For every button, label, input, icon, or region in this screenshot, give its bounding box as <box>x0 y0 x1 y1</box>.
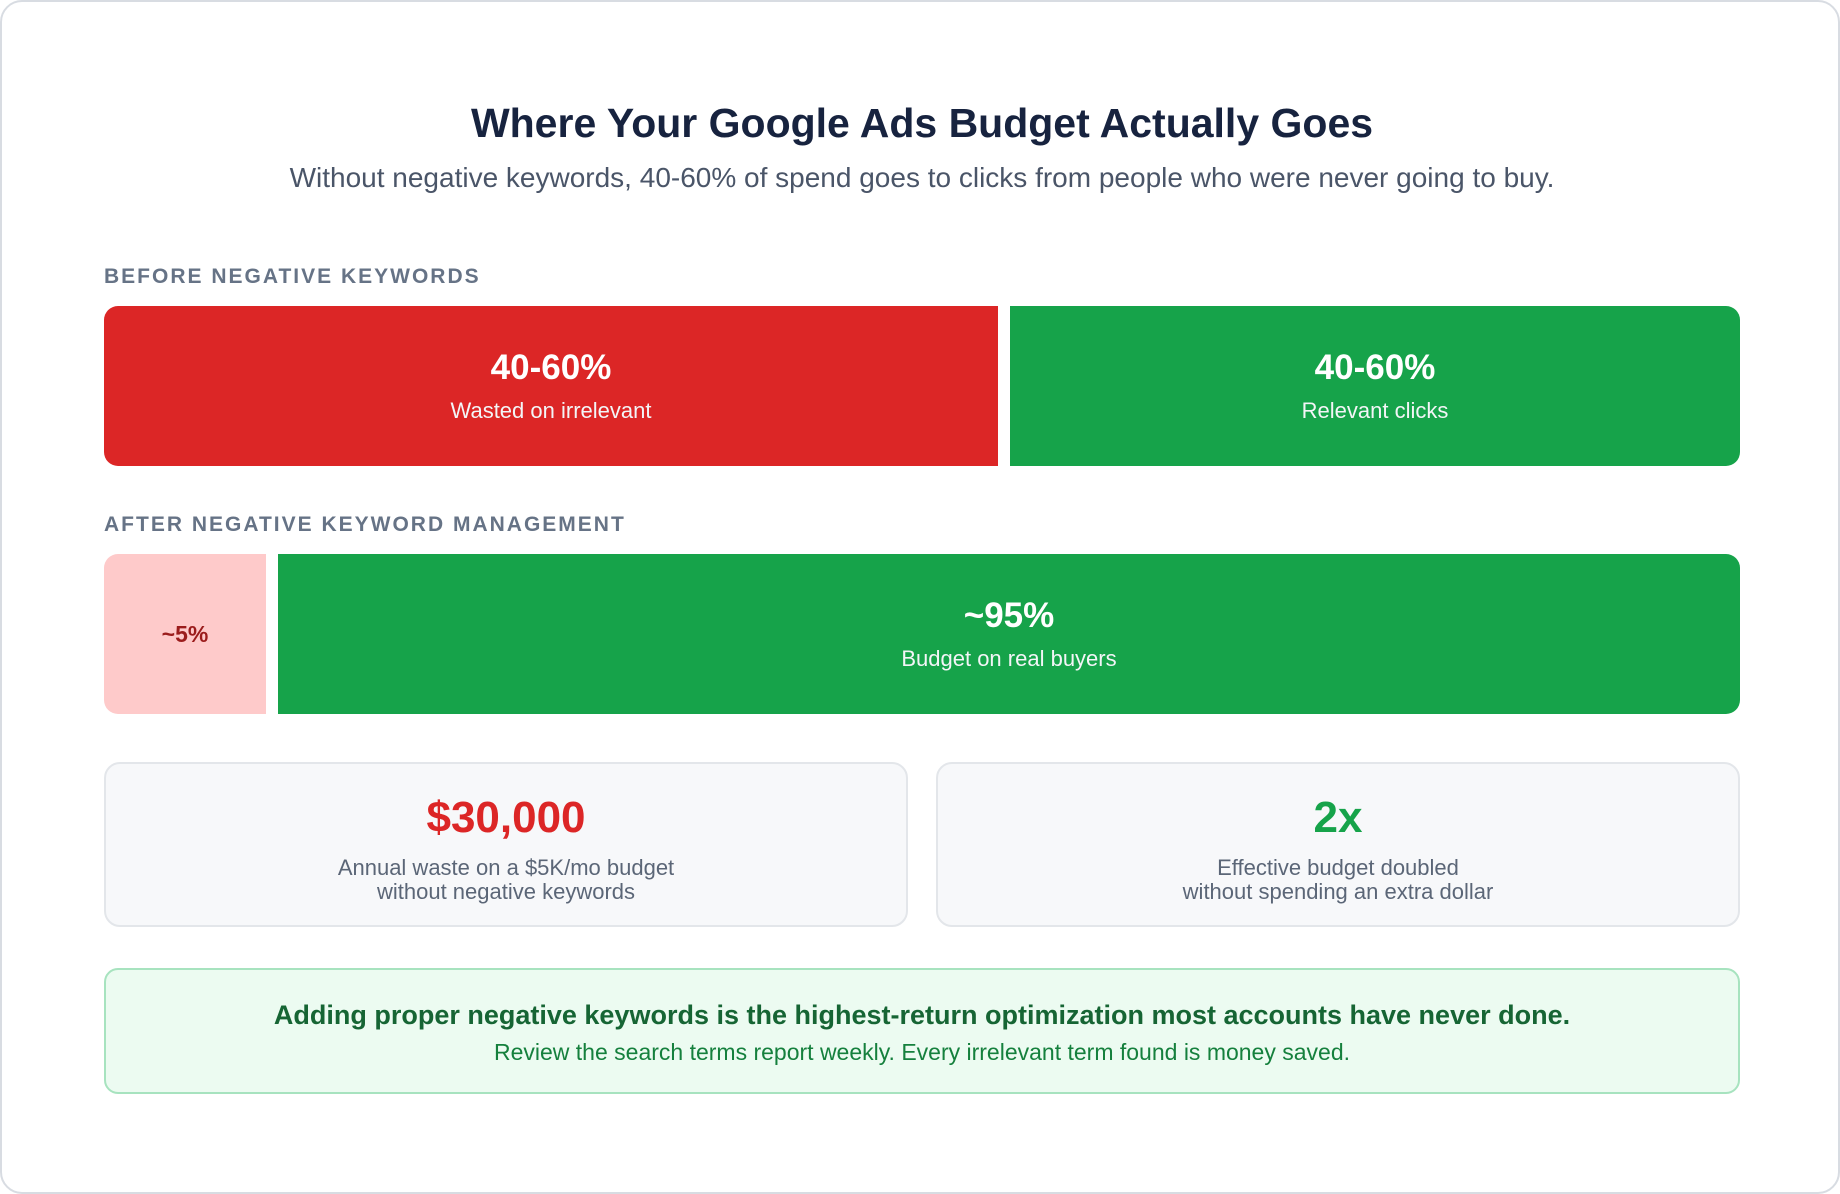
annual-waste-value: $30,000 <box>426 793 586 842</box>
takeaway-callout: Adding proper negative keywords is the h… <box>104 968 1740 1094</box>
before-relevant-value: 40-60% <box>1314 348 1436 387</box>
budget-doubled-desc-line2: without spending an extra dollar <box>1182 879 1494 904</box>
callout-body: Review the search terms report weekly. E… <box>493 1039 1351 1065</box>
annual-waste-desc-line1: Annual waste on a $5K/mo budget <box>337 855 675 880</box>
after-buyers-value: ~95% <box>963 596 1055 635</box>
before-wasted-caption: Wasted on irrelevant <box>450 398 652 423</box>
after-wasted-value: ~5% <box>161 620 209 647</box>
callout-headline: Adding proper negative keywords is the h… <box>273 1000 1571 1030</box>
budget-doubled-stat-card: 2x Effective budget doubled without spen… <box>936 762 1740 927</box>
before-relevant-caption: Relevant clicks <box>1301 398 1449 423</box>
before-wasted-segment: 40-60% Wasted on irrelevant <box>104 306 998 466</box>
budget-doubled-desc-line1: Effective budget doubled <box>1217 855 1459 880</box>
annual-waste-desc-line2: without negative keywords <box>376 879 636 904</box>
after-section-label: AFTER NEGATIVE KEYWORD MANAGEMENT <box>104 513 626 536</box>
before-section-label: BEFORE NEGATIVE KEYWORDS <box>104 265 481 288</box>
before-relevant-segment: 40-60% Relevant clicks <box>1010 306 1740 466</box>
page-title: Where Your Google Ads Budget Actually Go… <box>470 100 1374 146</box>
after-buyers-caption: Budget on real buyers <box>901 646 1117 671</box>
before-wasted-value: 40-60% <box>490 348 612 387</box>
page-subtitle: Without negative keywords, 40-60% of spe… <box>289 162 1555 193</box>
after-buyers-segment: ~95% Budget on real buyers <box>278 554 1740 714</box>
budget-doubled-value: 2x <box>1313 793 1363 842</box>
annual-waste-stat-card: $30,000 Annual waste on a $5K/mo budget … <box>104 762 908 927</box>
after-wasted-segment: ~5% <box>104 554 266 714</box>
